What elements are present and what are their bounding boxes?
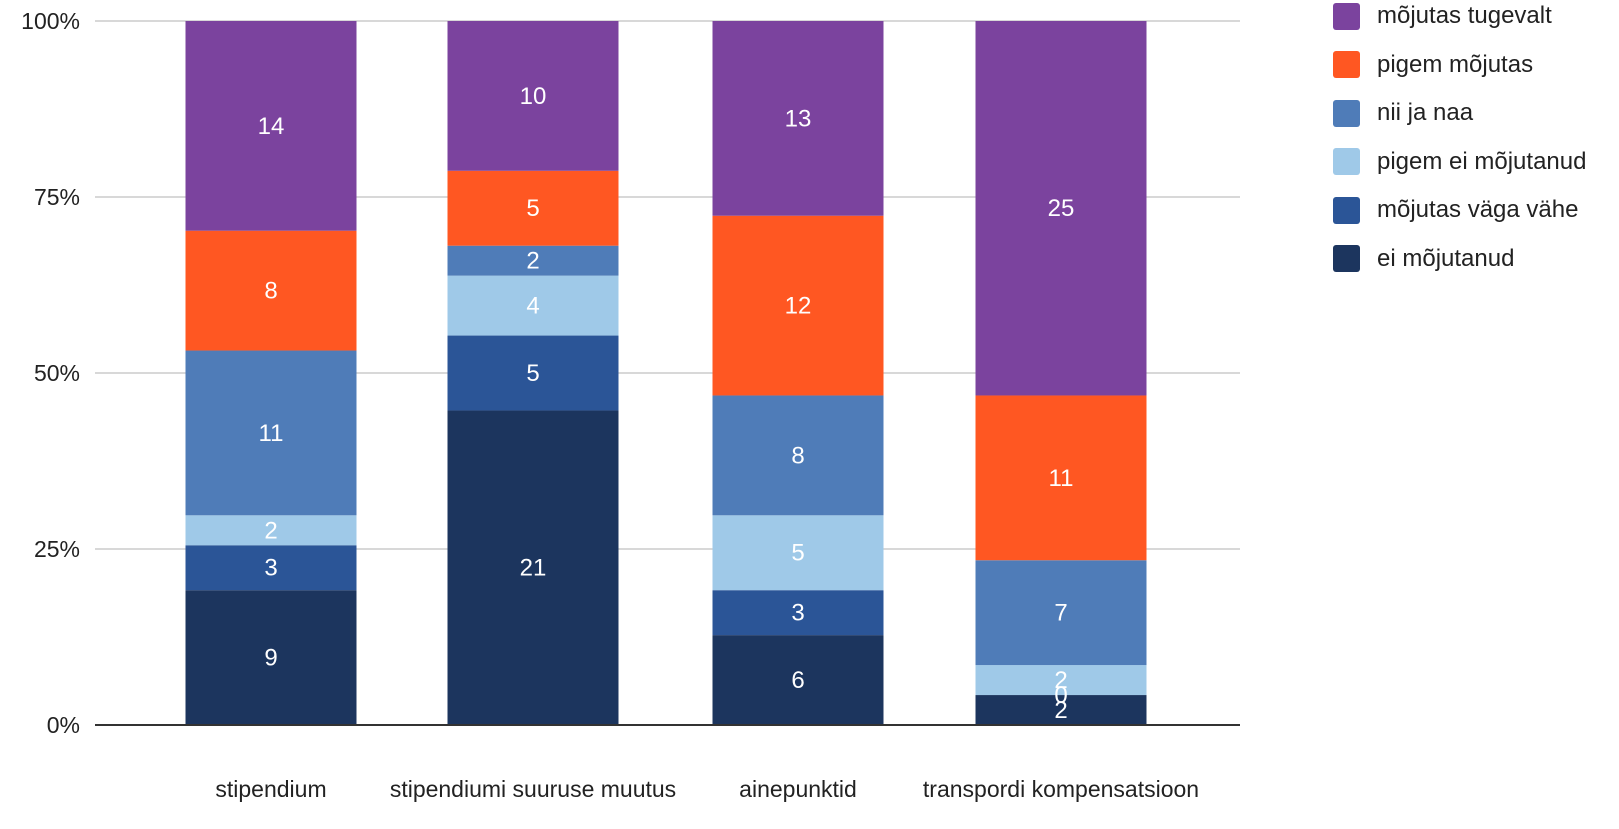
y-axis-tick-labels: 0% 25% 50% 75% 100%	[21, 8, 80, 738]
y-tick-label: 25%	[34, 536, 80, 562]
bar-segment	[447, 245, 619, 276]
legend-label: mõjutas väga vähe	[1377, 196, 1579, 223]
data-label: 5	[791, 540, 804, 567]
data-label: 13	[785, 105, 812, 132]
bar-segment	[975, 560, 1147, 666]
bar-segment	[712, 590, 884, 636]
bar-segment	[712, 215, 884, 396]
data-label: 10	[520, 83, 547, 110]
bar-segment	[185, 545, 357, 591]
bar-segment	[712, 395, 884, 516]
legend-label: pigem ei mõjutanud	[1377, 147, 1587, 175]
legend-swatch	[1333, 99, 1360, 127]
legend-label: nii ja naa	[1377, 99, 1474, 126]
bar-segment	[185, 21, 357, 231]
data-label: 3	[791, 600, 804, 627]
data-label: 4	[526, 293, 539, 320]
bar-segment	[447, 170, 619, 246]
bar-segment	[712, 515, 884, 591]
y-tick-label: 75%	[34, 184, 80, 210]
data-label: 12	[785, 293, 812, 320]
y-tick-label: 0%	[47, 712, 80, 738]
y-tick-label: 50%	[34, 360, 80, 386]
data-label: 21	[520, 555, 547, 582]
bar-segment	[975, 695, 1147, 725]
data-label: 25	[1048, 195, 1075, 222]
data-label: 2	[526, 248, 539, 275]
legend-swatch	[1333, 2, 1360, 30]
data-label: 2	[1054, 667, 1067, 694]
data-label: 14	[258, 113, 285, 140]
x-tick-label: ainepunktid	[739, 776, 857, 802]
legend-swatch	[1333, 51, 1360, 78]
data-label: 6	[791, 667, 804, 694]
legend-item: pigem mõjutas	[1333, 50, 1586, 78]
bar-segment	[185, 515, 357, 546]
data-label: 11	[1049, 465, 1074, 492]
bar-segment	[712, 635, 884, 725]
bar-segment	[185, 590, 357, 725]
data-label: 7	[1054, 600, 1067, 627]
bar-segment	[185, 230, 357, 351]
legend-item: nii ja naa	[1333, 99, 1586, 127]
legend-item: pigem ei mõjutanud	[1333, 147, 1587, 175]
bar-segment	[447, 410, 619, 725]
data-label: 0	[1054, 682, 1067, 709]
data-label: 8	[791, 442, 804, 469]
bar-segment	[712, 21, 884, 216]
bar-segment	[975, 21, 1147, 396]
legend-item: mõjutas tugevalt	[1333, 2, 1586, 30]
bar-segment	[447, 21, 619, 171]
data-label: 11	[259, 420, 284, 447]
legend-label: pigem mõjutas	[1377, 50, 1534, 78]
legend-swatch	[1333, 245, 1360, 272]
bars	[185, 21, 1147, 725]
data-label: 5	[526, 360, 539, 387]
legend-swatch	[1333, 196, 1360, 224]
data-label: 2	[264, 517, 277, 544]
data-label: 8	[264, 278, 277, 305]
data-label: 9	[264, 645, 277, 672]
legend-swatch	[1333, 148, 1360, 175]
data-label: 2	[1054, 697, 1067, 724]
data-label: 5	[526, 195, 539, 222]
legend-item: ei mõjutanud	[1333, 244, 1586, 272]
x-axis-tick-labels: stipendium stipendiumi suuruse muutus aine…	[215, 776, 1199, 802]
legend-item: mõjutas väga vähe	[1333, 196, 1586, 224]
x-tick-label: stipendiumi suuruse muutus	[390, 776, 676, 802]
bar-segment	[447, 335, 619, 411]
y-tick-label: 100%	[21, 8, 80, 34]
x-tick-label: stipendium	[215, 776, 326, 802]
legend-label: ei mõjutanud	[1377, 244, 1515, 272]
data-label: 3	[264, 555, 277, 582]
x-tick-label: transpordi kompensatsioon	[923, 776, 1199, 802]
legend: mõjutas tugevalt pigem mõjutas nii ja naa p…	[1333, 2, 1587, 295]
bar-segment	[975, 665, 1147, 696]
bar-segment	[185, 350, 357, 516]
bar-segment	[447, 275, 619, 336]
bar-segment	[975, 395, 1147, 561]
legend-label: mõjutas tugevalt	[1377, 2, 1552, 29]
